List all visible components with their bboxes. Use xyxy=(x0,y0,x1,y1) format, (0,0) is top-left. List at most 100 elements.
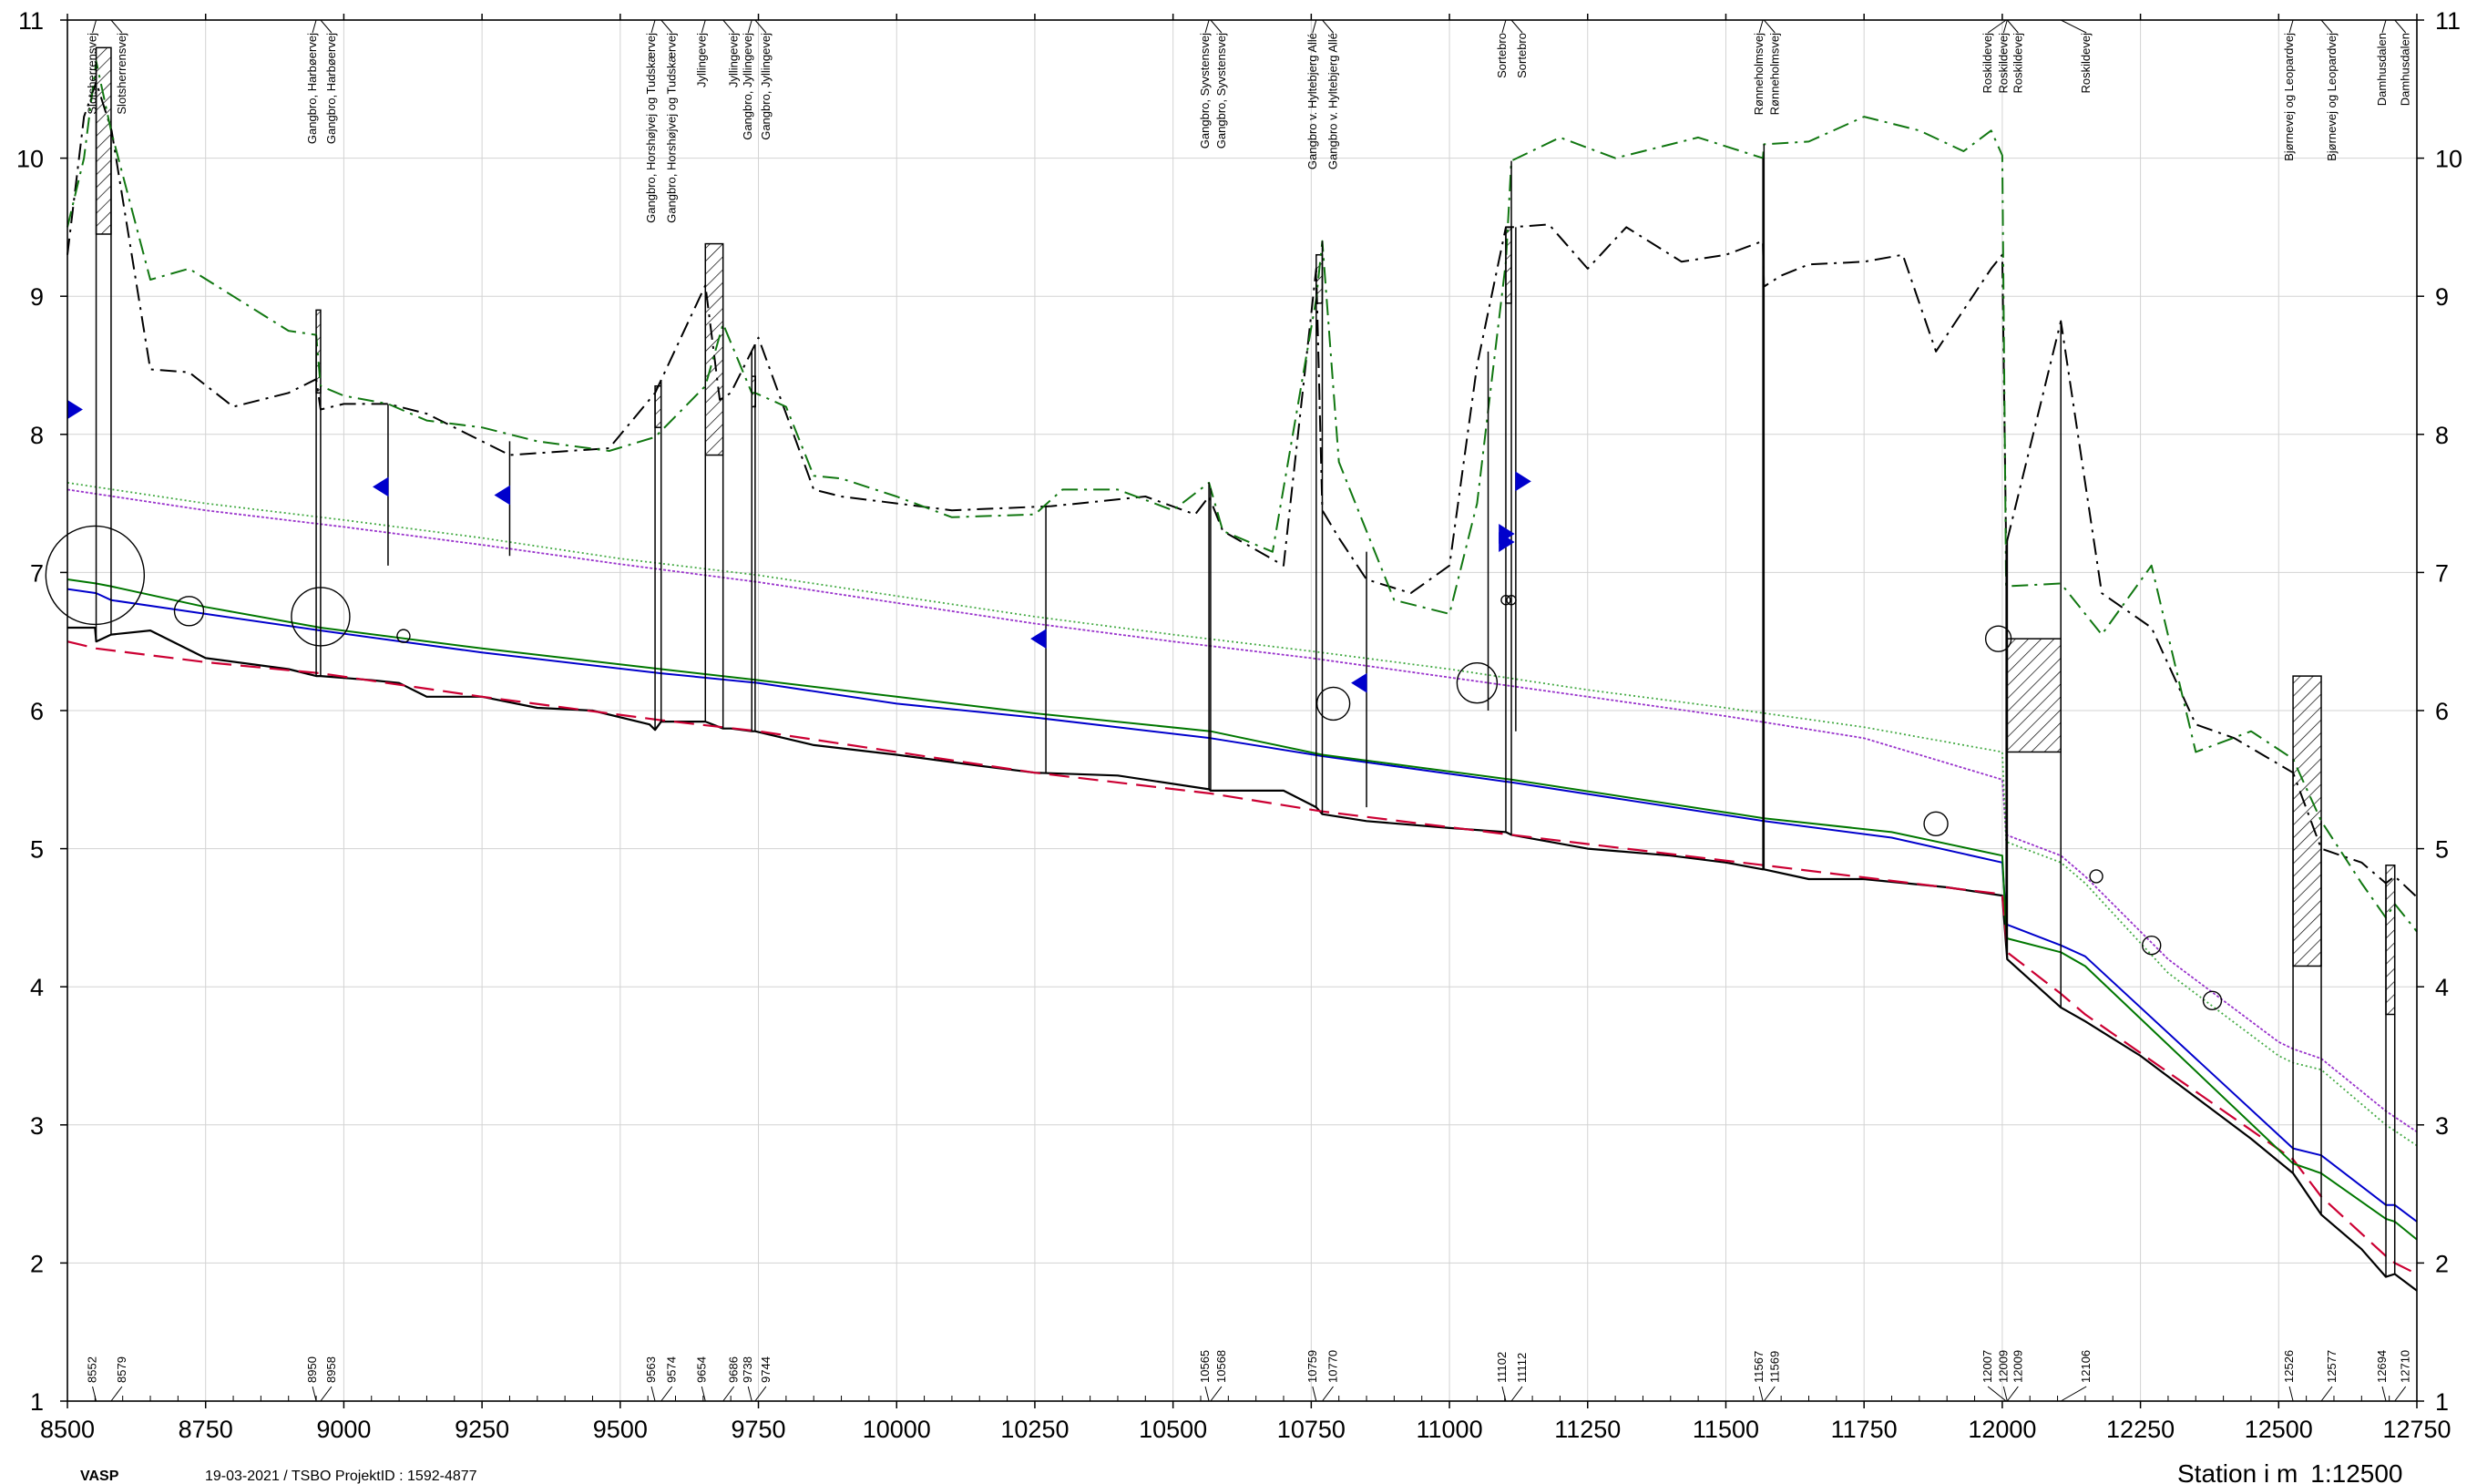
inlet-circle xyxy=(2089,869,2103,884)
bridge-deck xyxy=(2006,638,2062,753)
bridge-station: 9686 xyxy=(727,1356,741,1383)
flag-marker xyxy=(494,485,510,506)
bridge-name: Slotsherrensvej xyxy=(115,33,128,115)
bridge-name: Sortebro xyxy=(1515,33,1529,78)
inlet-circle xyxy=(173,596,205,627)
bridge-station-leader xyxy=(754,1386,767,1402)
series-line-water_top xyxy=(67,482,2418,1147)
bridge-deck xyxy=(2292,675,2322,967)
x-tick-label: 12500 xyxy=(2245,1416,2313,1443)
x-tick-label: 12750 xyxy=(2382,1416,2451,1443)
bridge-label-leader xyxy=(2006,19,2019,34)
x-tick-label: 8500 xyxy=(40,1416,95,1443)
y-tick-label-left: 7 xyxy=(30,559,44,587)
bridge-label-leader xyxy=(1758,19,1764,34)
y-tick-label-left: 11 xyxy=(18,7,44,35)
bridge-station-leader xyxy=(701,1386,706,1402)
bridge-station: 8950 xyxy=(305,1356,319,1383)
bridge-station: 8552 xyxy=(86,1356,99,1383)
scale-label: 1:12500 xyxy=(2310,1459,2402,1484)
y-tick-label-right: 9 xyxy=(2435,283,2449,311)
bridge-station-leader xyxy=(2381,1386,2387,1402)
series-line-bank_left xyxy=(67,81,2418,898)
series-line-bed_design xyxy=(67,640,2418,1275)
bridge-label-leader xyxy=(1501,19,1507,34)
flag-marker xyxy=(1515,471,1531,492)
bridge-station-leader xyxy=(92,1386,97,1402)
bridge-station-leader xyxy=(1758,1386,1764,1402)
bridge-name: Gangbro, Horshøjvej og Tudskærvej xyxy=(665,33,679,223)
bridge-station-leader xyxy=(650,1386,656,1402)
bridge-label-leader xyxy=(2394,19,2407,34)
bridge-station: 12106 xyxy=(2079,1350,2093,1383)
x-axis-title: Station i m xyxy=(2177,1459,2298,1484)
bridge-name: Gangbro v. Hyltebjerg Allé xyxy=(1305,33,1319,169)
bridge-station: 12710 xyxy=(2399,1350,2412,1383)
x-tick-label: 9750 xyxy=(731,1416,785,1443)
bridge-name: Gangbro, Jyllingevej xyxy=(741,33,754,140)
y-tick-label-right: 8 xyxy=(2435,422,2449,449)
bridge-station-leader xyxy=(2394,1386,2407,1402)
inlet-circle xyxy=(45,525,146,626)
bridge-label-leader xyxy=(320,19,333,34)
y-tick-label-left: 5 xyxy=(30,836,44,864)
bridge-deck xyxy=(2385,865,2396,1016)
bridge-station-leader xyxy=(1987,1386,2007,1402)
inlet-circle xyxy=(1923,811,1949,837)
bridge-station: 10759 xyxy=(1305,1350,1319,1383)
x-tick-label: 8750 xyxy=(179,1416,233,1443)
bridge-station: 8579 xyxy=(115,1356,128,1383)
y-tick-label-left: 6 xyxy=(30,698,44,725)
x-tick-label: 9250 xyxy=(455,1416,509,1443)
bridge-label-leader xyxy=(1322,19,1334,34)
bridge-station-leader xyxy=(1210,1386,1223,1402)
bridge-label-leader xyxy=(747,19,752,34)
bridge-label-leader xyxy=(1510,19,1523,34)
bridge-station: 9654 xyxy=(694,1356,708,1383)
bridge-name: Gangbro, Jyllingevej xyxy=(759,33,773,140)
y-tick-label-right: 1 xyxy=(2435,1388,2449,1416)
markers xyxy=(45,399,2223,1011)
bridge-station-leader xyxy=(320,1386,333,1402)
bridge-station-leader xyxy=(2002,1386,2008,1402)
y-tick-label-left: 9 xyxy=(30,283,44,311)
bridge-name: Rønneholmsvej xyxy=(1752,33,1766,115)
bridge-label-leader xyxy=(1312,19,1317,34)
bridge-station: 11567 xyxy=(1752,1351,1766,1383)
y-tick-label-left: 8 xyxy=(30,422,44,449)
bridge-deck xyxy=(704,242,724,456)
bridge-station: 10565 xyxy=(1198,1350,1212,1383)
bridge-name: Roskildevej xyxy=(1996,33,2010,94)
flag-marker xyxy=(1499,532,1515,552)
bridge-label-leader xyxy=(2320,19,2333,34)
y-tick-label-left: 2 xyxy=(30,1250,44,1277)
bridge-station-leader xyxy=(747,1386,752,1402)
bridge-station-leader xyxy=(1510,1386,1523,1402)
x-tick-label: 11250 xyxy=(1554,1416,1621,1443)
bridge-station-leader xyxy=(2006,1386,2019,1402)
inlet-circle xyxy=(2142,936,2162,956)
y-tick-label-left: 1 xyxy=(30,1388,44,1416)
bridge-station-leader xyxy=(1204,1386,1210,1402)
inlet-circle xyxy=(1315,686,1351,722)
bridge-station: 12009 xyxy=(2011,1350,2024,1383)
bridge-station: 8958 xyxy=(324,1356,338,1383)
bridge-labels: Slotsherrensvej Slotsherrensvej 8552 8579 Ga… xyxy=(86,19,2412,1402)
y-tick-label-right: 4 xyxy=(2435,974,2449,1001)
x-tick-label: 10000 xyxy=(863,1416,931,1443)
flag-marker xyxy=(373,476,389,497)
bridge-station: 12694 xyxy=(2375,1350,2389,1383)
bridge-label-leader xyxy=(2288,19,2294,34)
flag-marker xyxy=(1030,629,1047,650)
bridge-station: 10770 xyxy=(1326,1350,1339,1383)
inlet-circle xyxy=(1500,595,1511,606)
bridge-station: 9744 xyxy=(759,1356,773,1383)
bridge-name: Gangbro, Harbøervej xyxy=(305,33,319,144)
y-tick-label-right: 6 xyxy=(2435,698,2449,725)
y-tick-label-right: 10 xyxy=(2435,146,2462,173)
bridge-station: 9574 xyxy=(665,1356,679,1383)
bridge-name: Damhusdalen xyxy=(2375,33,2389,106)
x-tick-label: 11750 xyxy=(1831,1416,1898,1443)
bridge-station-leader xyxy=(110,1386,123,1402)
